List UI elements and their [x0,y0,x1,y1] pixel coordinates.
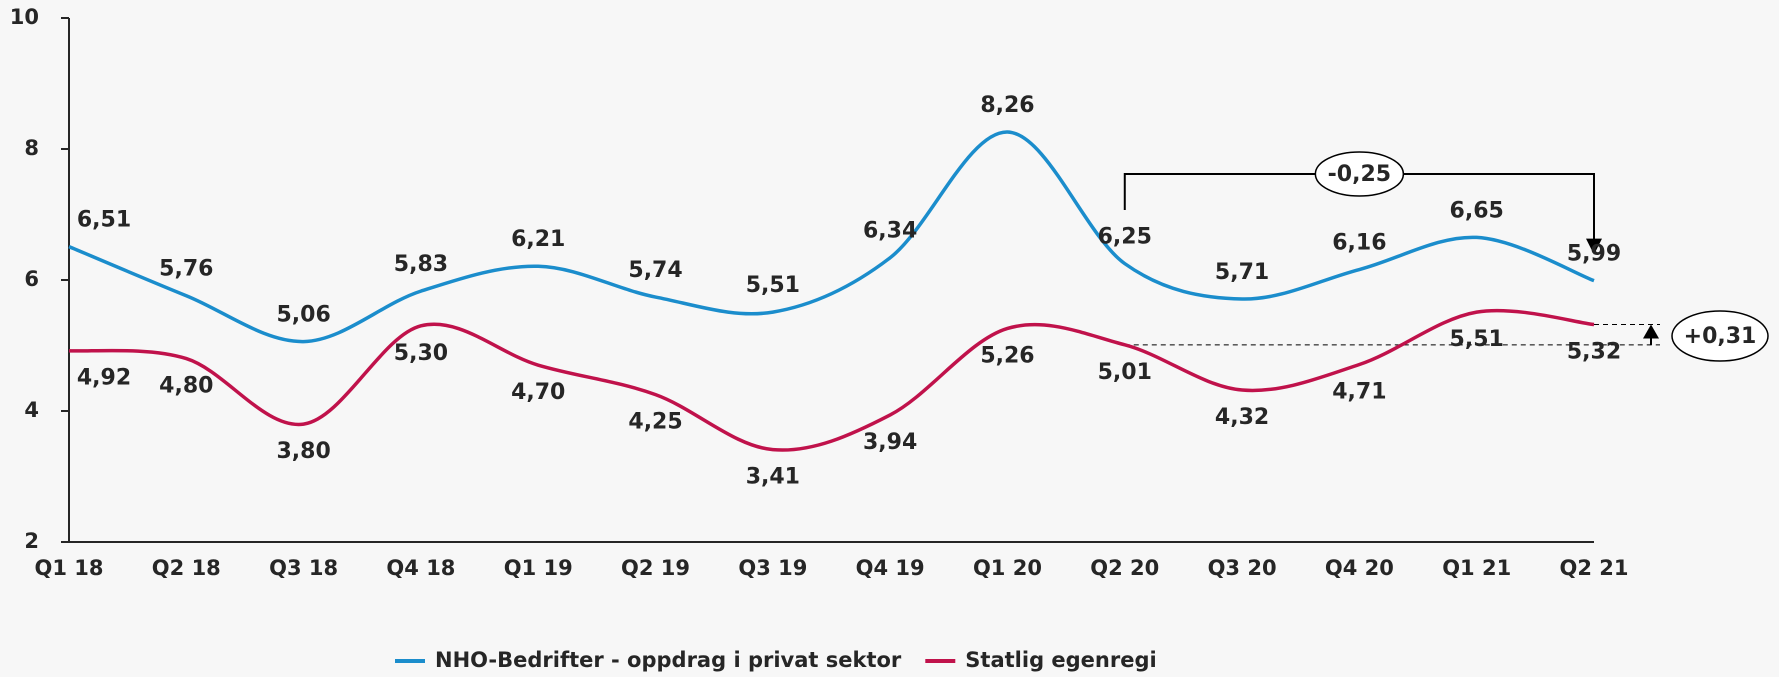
x-tick-label: Q2 19 [621,556,690,580]
data-label: 5,06 [276,303,330,328]
y-tick-label: 4 [24,398,39,422]
y-tick-label: 2 [24,529,39,553]
data-label: 6,16 [1332,231,1386,256]
x-tick-label: Q1 21 [1442,556,1511,580]
x-tick-label: Q1 19 [504,556,573,580]
data-label: 6,65 [1450,198,1504,223]
data-label: 6,34 [863,219,917,244]
data-label: 4,80 [159,374,213,399]
y-tick-label: 6 [24,267,39,291]
data-label: 6,25 [1098,225,1152,250]
data-label: 5,51 [746,273,800,298]
x-tick-label: Q3 19 [738,556,807,580]
annotation: -0,25 [1328,162,1391,187]
x-tick-label: Q4 18 [386,556,455,580]
series-line [68,130,1595,344]
data-label: 4,32 [1215,405,1269,430]
data-label: 5,99 [1567,242,1621,267]
data-label: 5,30 [394,341,448,366]
annotation: +0,31 [1684,324,1757,349]
arrow-head [1643,324,1659,339]
data-label: 6,21 [511,227,565,252]
x-tick-label: Q3 18 [269,556,338,580]
x-tick-label: Q3 20 [1208,556,1277,580]
x-tick-label: Q4 19 [856,556,925,580]
legend-label: NHO-Bedrifter - oppdrag i privat sektor [435,648,902,672]
data-label: 4,70 [511,380,565,405]
data-label: 5,83 [394,252,448,277]
x-tick-label: Q1 18 [35,556,104,580]
data-label: 3,94 [863,430,917,455]
x-tick-label: Q2 20 [1090,556,1159,580]
x-tick-label: Q4 20 [1325,556,1394,580]
data-label: 3,80 [276,439,330,464]
data-label: 3,41 [746,465,800,490]
data-label: 5,32 [1567,340,1621,365]
series-line [68,308,1595,452]
data-label: 8,26 [980,93,1034,118]
data-label: 4,71 [1332,379,1386,404]
data-label: 5,01 [1098,360,1152,385]
data-label: 5,26 [980,343,1034,368]
data-label: 4,25 [628,410,682,435]
annotation-ellipse [1314,151,1405,197]
data-label: 4,92 [77,366,131,391]
legend-label: Statlig egenregi [965,648,1156,672]
data-label: 5,74 [628,258,682,283]
y-tick-label: 10 [10,5,39,29]
data-label: 5,76 [159,257,213,282]
y-tick-label: 8 [24,136,39,160]
arrow-head [1586,238,1602,255]
x-tick-label: Q2 21 [1560,556,1629,580]
data-label: 5,71 [1215,260,1269,285]
data-label: 5,51 [1450,327,1504,352]
data-label: 6,51 [77,208,131,233]
x-tick-label: Q1 20 [973,556,1042,580]
x-tick-label: Q2 18 [152,556,221,580]
annotation-ellipse [1671,310,1769,362]
